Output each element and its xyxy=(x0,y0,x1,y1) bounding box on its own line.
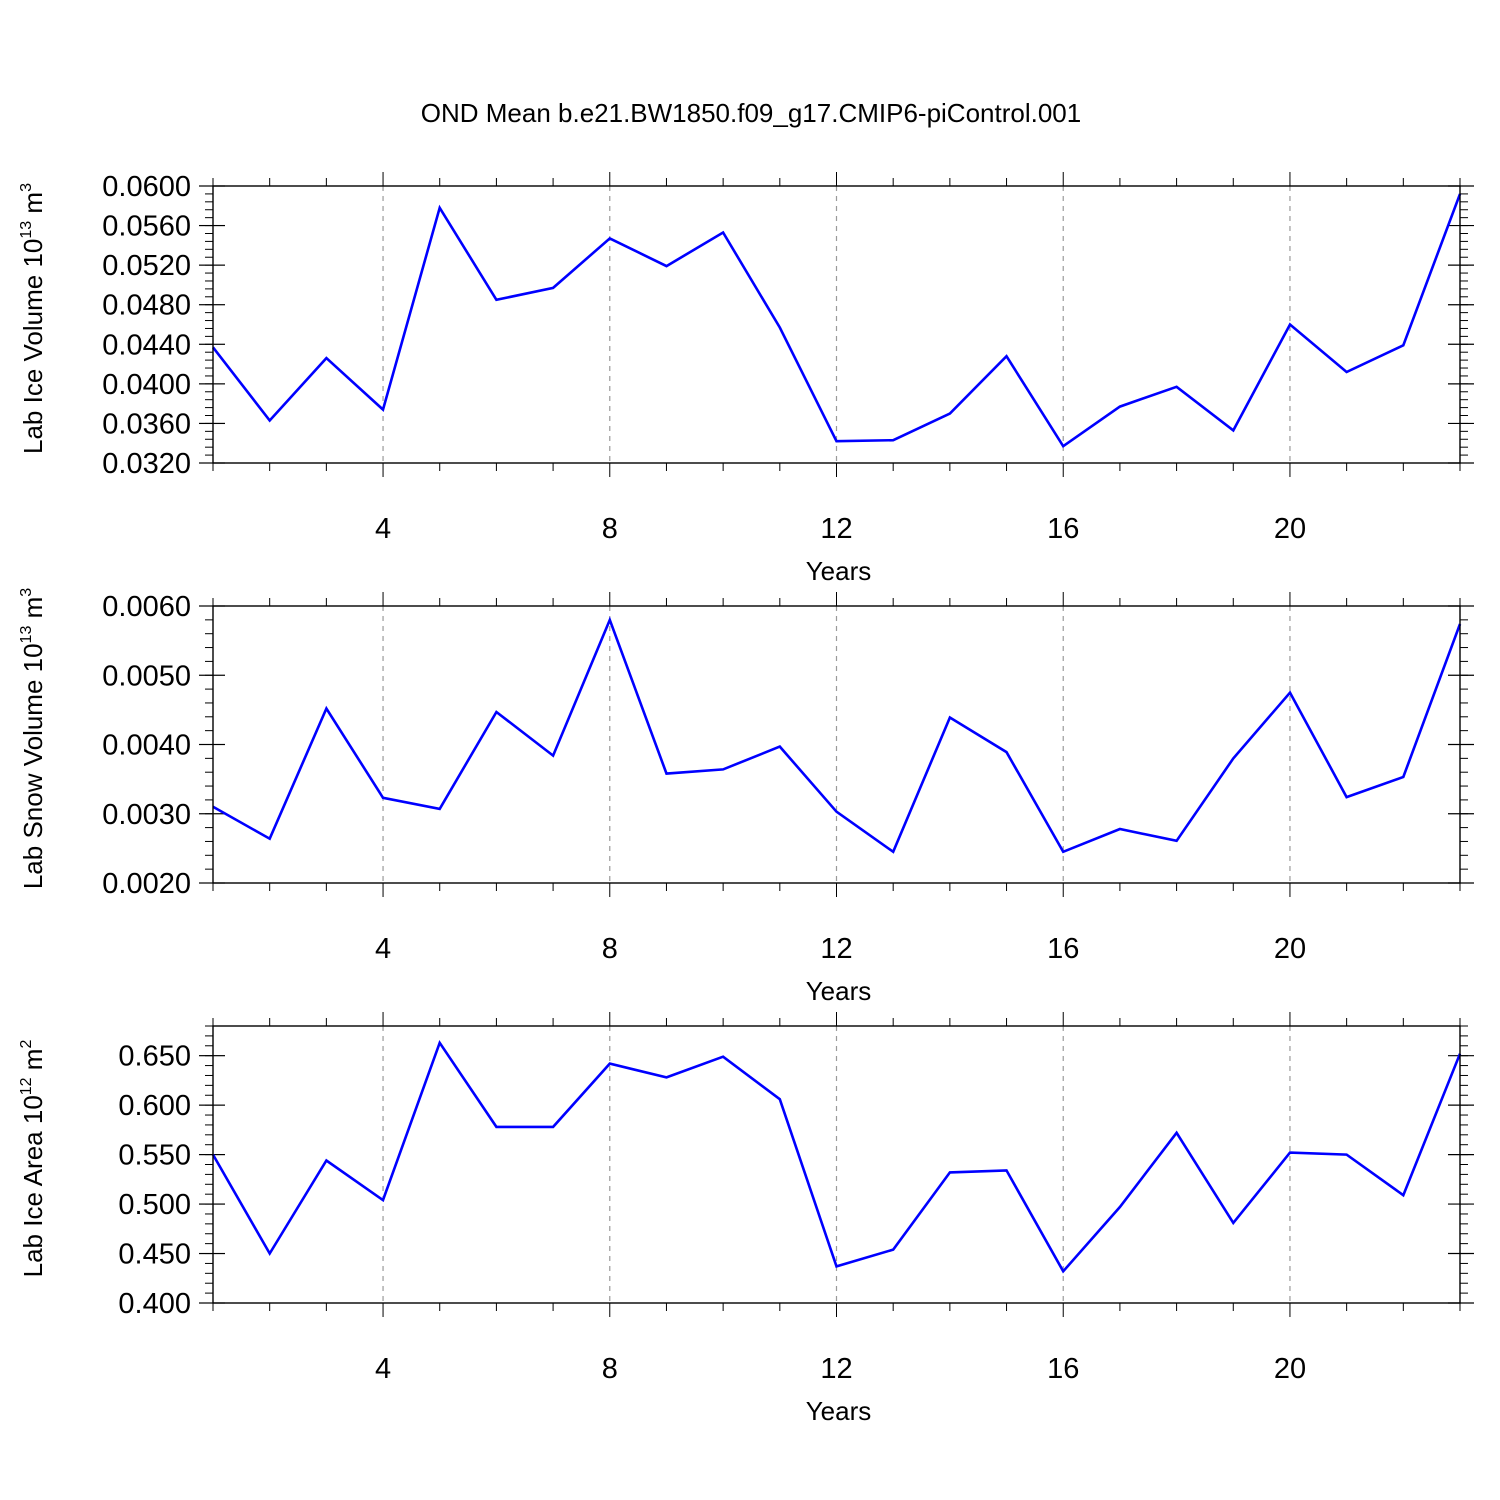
x-tick-label: 12 xyxy=(820,513,852,545)
plot-frame xyxy=(212,185,1461,464)
y-tick-label: 0.0480 xyxy=(102,290,191,322)
y-axis-label-unit: m xyxy=(18,597,48,626)
x-tick-label: 12 xyxy=(820,933,852,965)
y-axis-label: Lab Ice Area 1012 m2 xyxy=(18,1040,48,1278)
y-axis-label-main: Lab Ice Area 10 xyxy=(18,1095,48,1277)
series-line xyxy=(212,616,1462,854)
y-tick-label: 0.0600 xyxy=(102,171,191,203)
y-axis-label-exponent: 13 xyxy=(18,626,35,644)
y-axis-label: Lab Ice Volume 1013 m3 xyxy=(18,183,48,454)
x-axis-label: Years xyxy=(806,976,872,1006)
y-axis-label-unit-exponent: 2 xyxy=(18,1040,35,1049)
x-tick-label: 4 xyxy=(375,933,391,965)
x-tick-label: 8 xyxy=(602,933,618,965)
x-tick-label: 16 xyxy=(1047,933,1079,965)
x-tick-label: 8 xyxy=(602,513,618,545)
y-axis-label-unit-exponent: 3 xyxy=(18,588,35,597)
plot-frame xyxy=(212,605,1461,884)
x-axis-label: Years xyxy=(806,1396,872,1426)
x-axis-label: Years xyxy=(806,556,872,586)
y-tick-label: 0.0040 xyxy=(102,730,191,762)
y-tick-label: 0.0030 xyxy=(102,799,191,831)
y-tick-label: 0.500 xyxy=(118,1189,191,1221)
y-axis-label-main: Lab Ice Volume 10 xyxy=(18,239,48,454)
y-axis-label-unit: m xyxy=(18,1049,48,1078)
y-tick-label: 0.0440 xyxy=(102,329,191,361)
y-tick-label: 0.0520 xyxy=(102,250,191,282)
panel-3: 0.400 0.450 0.500 0.550 0.600 0.650 4 8 12 16 20 Ye… xyxy=(18,1012,1474,1426)
y-tick-label: 0.450 xyxy=(118,1239,191,1271)
y-axis-label-unit: m xyxy=(18,192,48,221)
y-tick-label: 0.600 xyxy=(118,1090,191,1122)
y-tick-label: 0.650 xyxy=(118,1041,191,1073)
panel-1: 0.0320 0.0360 0.0400 0.0440 0.0480 0.0520 0.05… xyxy=(18,171,1474,586)
panel-2: 0.0020 0.0030 0.0040 0.0050 0.0060 4 8 12 16 20 Ye… xyxy=(18,588,1474,1006)
x-tick-label: 20 xyxy=(1274,933,1306,965)
series-line xyxy=(211,193,1462,449)
y-tick-label: 0.0020 xyxy=(102,868,191,900)
y-tick-label: 0.400 xyxy=(118,1288,191,1320)
x-tick-label: 4 xyxy=(375,1353,391,1385)
y-tick-label: 0.0360 xyxy=(102,408,191,440)
y-axis-label-main: Lab Snow Volume 10 xyxy=(18,643,48,889)
y-tick-label: 0.0400 xyxy=(102,369,191,401)
y-axis-label-exponent: 13 xyxy=(18,221,35,239)
x-tick-label: 4 xyxy=(375,513,391,545)
y-axis-label: Lab Snow Volume 1013 m3 xyxy=(18,588,48,889)
x-tick-label: 20 xyxy=(1274,513,1306,545)
x-tick-label: 8 xyxy=(602,1353,618,1385)
y-tick-label: 0.0560 xyxy=(102,211,191,243)
y-tick-label: 0.0060 xyxy=(102,591,191,623)
y-tick-label: 0.550 xyxy=(118,1140,191,1172)
y-tick-label: 0.0050 xyxy=(102,660,191,692)
series-line xyxy=(211,1039,1462,1274)
chart-title: OND Mean b.e21.BW1850.f09_g17.CMIP6-piCo… xyxy=(421,98,1081,128)
x-tick-label: 16 xyxy=(1047,1353,1079,1385)
plot-frame xyxy=(212,1025,1461,1304)
y-tick-label: 0.0320 xyxy=(102,448,191,480)
x-tick-label: 16 xyxy=(1047,513,1079,545)
x-tick-label: 20 xyxy=(1274,1353,1306,1385)
y-axis-label-unit-exponent: 3 xyxy=(18,183,35,192)
y-axis-label-exponent: 12 xyxy=(18,1077,35,1095)
x-tick-label: 12 xyxy=(820,1353,852,1385)
